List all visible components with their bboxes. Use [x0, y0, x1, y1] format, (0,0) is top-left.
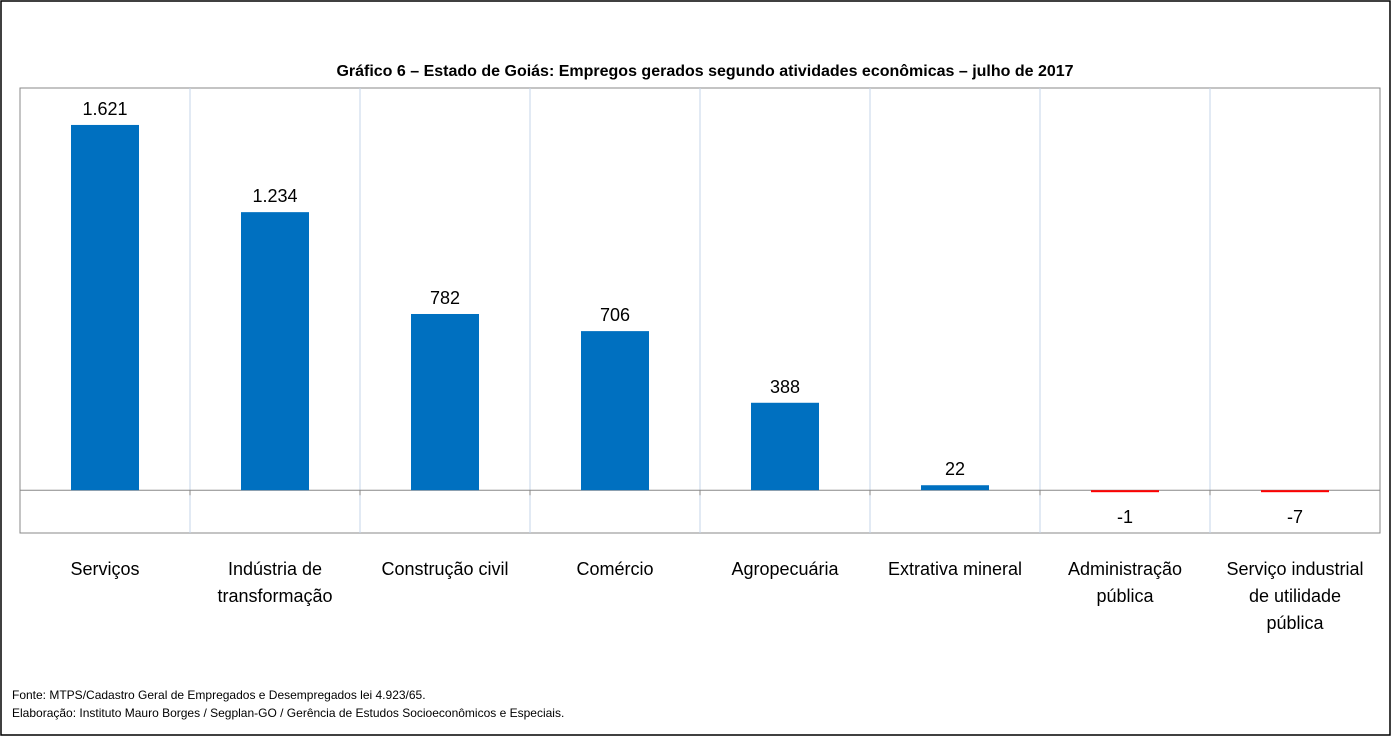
credit-note: Elaboração: Instituto Mauro Borges / Seg… [12, 706, 564, 720]
x-tick-label: Serviços [70, 559, 139, 579]
bar [411, 313, 479, 491]
bar [581, 331, 649, 491]
bar [921, 485, 989, 491]
data-label: 782 [430, 288, 460, 308]
bar [1261, 490, 1329, 493]
source-note: Fonte: MTPS/Cadastro Geral de Empregados… [12, 688, 426, 702]
x-tick-label: Administração pública [1068, 559, 1182, 606]
bar [241, 212, 309, 491]
x-tick-label: Indústria de transformação [217, 559, 332, 606]
data-label: 388 [770, 377, 800, 397]
x-tick-label: Extrativa mineral [888, 559, 1022, 579]
x-tick-label: Agropecuária [731, 559, 839, 579]
chart-title: Gráfico 6 – Estado de Goiás: Empregos ge… [336, 63, 1073, 80]
data-label: -1 [1117, 507, 1133, 527]
bar [1091, 490, 1159, 493]
data-label: 1.234 [252, 186, 297, 206]
bar [71, 124, 139, 491]
data-label: 22 [945, 459, 965, 479]
data-label: 706 [600, 305, 630, 325]
x-tick-label: Construção civil [381, 559, 508, 579]
data-label: -7 [1287, 507, 1303, 527]
x-tick-label: Comércio [576, 559, 653, 579]
x-tick-label: Serviço industrial de utilidade pública [1226, 559, 1363, 633]
bar [751, 402, 819, 491]
data-label: 1.621 [82, 99, 127, 119]
